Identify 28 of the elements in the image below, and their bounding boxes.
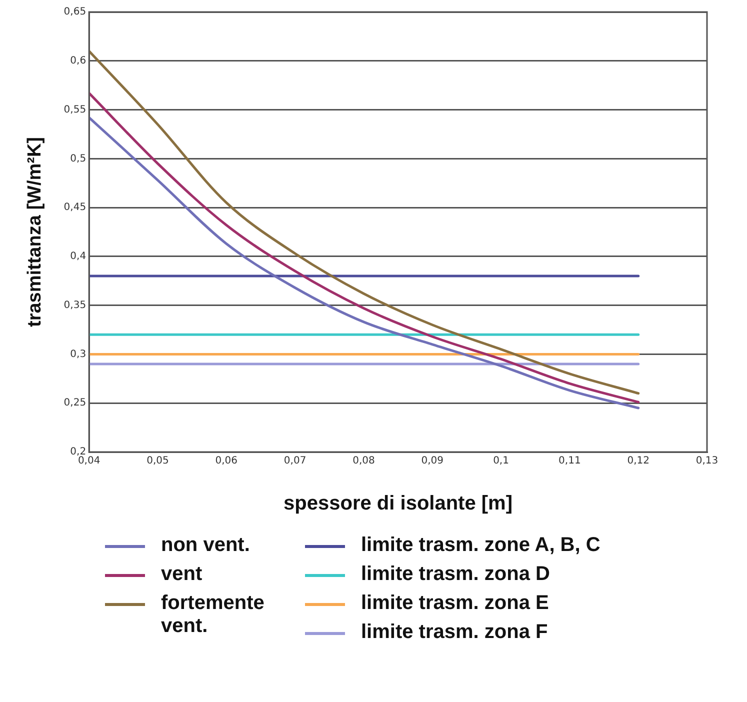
y-tick-label: 0,65 bbox=[64, 6, 86, 18]
x-tick-label: 0,13 bbox=[696, 456, 718, 467]
y-tick-label: 0,25 bbox=[64, 398, 86, 409]
x-tick-label: 0,11 bbox=[558, 456, 581, 467]
y-tick-label: 0,5 bbox=[70, 153, 86, 164]
y-tick-label: 0,55 bbox=[64, 104, 86, 116]
y-axis-title: trasmittanza [W/m²K] bbox=[24, 136, 46, 328]
legend-label: limite trasm. zone A, B, C bbox=[361, 534, 600, 557]
legend-label: limite trasm. zona D bbox=[361, 563, 550, 586]
x-tick-label: 0,05 bbox=[146, 456, 169, 467]
x-tick-label: 0,06 bbox=[215, 456, 238, 467]
y-tick-label: 0,45 bbox=[64, 202, 86, 214]
x-tick-label: 0,08 bbox=[352, 456, 375, 467]
y-tick-label: 0,6 bbox=[70, 55, 86, 66]
x-axis-title: spessore di isolante [m] bbox=[284, 492, 513, 515]
legend-label: vent bbox=[161, 563, 202, 586]
legend-label: limite trasm. zona F bbox=[361, 621, 548, 644]
x-tick-label: 0,12 bbox=[627, 456, 650, 467]
legend-label: non vent. bbox=[161, 534, 250, 557]
y-tick-label: 0,4 bbox=[70, 251, 86, 262]
y-tick-label: 0,35 bbox=[64, 300, 86, 311]
x-tick-label: 0,04 bbox=[78, 456, 100, 467]
x-tick-label: 0,07 bbox=[284, 456, 306, 467]
x-tick-label: 0,1 bbox=[493, 456, 509, 467]
legend-label: limite trasm. zona E bbox=[361, 592, 549, 615]
y-tick-label: 0,3 bbox=[70, 348, 86, 360]
x-tick-label: 0,09 bbox=[421, 456, 444, 467]
legend-label: fortemente vent. bbox=[161, 592, 265, 638]
